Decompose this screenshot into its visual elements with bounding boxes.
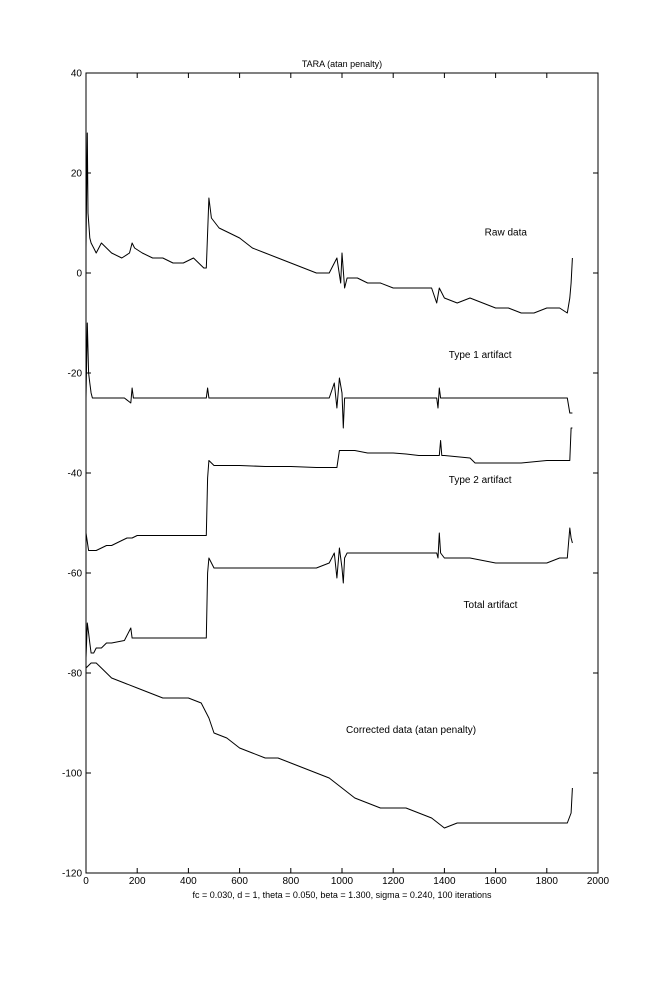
y-tick-label: -60 xyxy=(68,569,83,580)
y-tick-label: -120 xyxy=(62,869,82,880)
series-annotation-1: Raw data xyxy=(485,228,528,239)
x-tick-label: 800 xyxy=(282,876,299,887)
x-tick-label: 1400 xyxy=(433,876,456,887)
x-tick-label: 1000 xyxy=(331,876,354,887)
chart-title: TARA (atan penalty) xyxy=(302,59,382,69)
y-tick-label: -40 xyxy=(68,469,83,480)
y-tick-label: 20 xyxy=(71,169,83,180)
series-line-5 xyxy=(85,662,573,829)
x-tick-label: 400 xyxy=(180,876,197,887)
y-tick-label: -100 xyxy=(62,769,82,780)
x-tick-label: 200 xyxy=(129,876,146,887)
x-tick-label: 1800 xyxy=(536,876,559,887)
series-line-3 xyxy=(85,427,573,551)
y-tick-label: -20 xyxy=(68,369,83,380)
y-tick-label: 0 xyxy=(76,269,82,280)
y-tick-label: 40 xyxy=(71,69,83,80)
series-annotation-5: Corrected data (atan penalty) xyxy=(346,725,476,736)
series-line-1 xyxy=(85,132,573,314)
series-line-2 xyxy=(85,322,573,429)
x-tick-label: 0 xyxy=(83,876,89,887)
x-tick-label: 2000 xyxy=(587,876,610,887)
x-tick-label: 1200 xyxy=(382,876,405,887)
plot-background xyxy=(86,73,598,873)
series-annotation-3: Type 2 artifact xyxy=(449,475,512,486)
series-annotation-4: Total artifact xyxy=(464,600,518,611)
series-annotation-2: Type 1 artifact xyxy=(449,350,512,361)
x-tick-label: 1600 xyxy=(484,876,507,887)
x-axis-label: fc = 0.030, d = 1, theta = 0.050, beta =… xyxy=(193,890,492,900)
x-tick-label: 600 xyxy=(231,876,248,887)
series-layer xyxy=(85,132,573,829)
series-line-4 xyxy=(85,527,573,659)
tick-layer: 0 200 400 600 800 1000 1200 1400 1600 1800 2000-12… xyxy=(62,69,610,888)
annotation-layer: Raw data Type 1 artifact Type 2 artifact To… xyxy=(346,228,527,737)
y-tick-label: -80 xyxy=(68,669,83,680)
